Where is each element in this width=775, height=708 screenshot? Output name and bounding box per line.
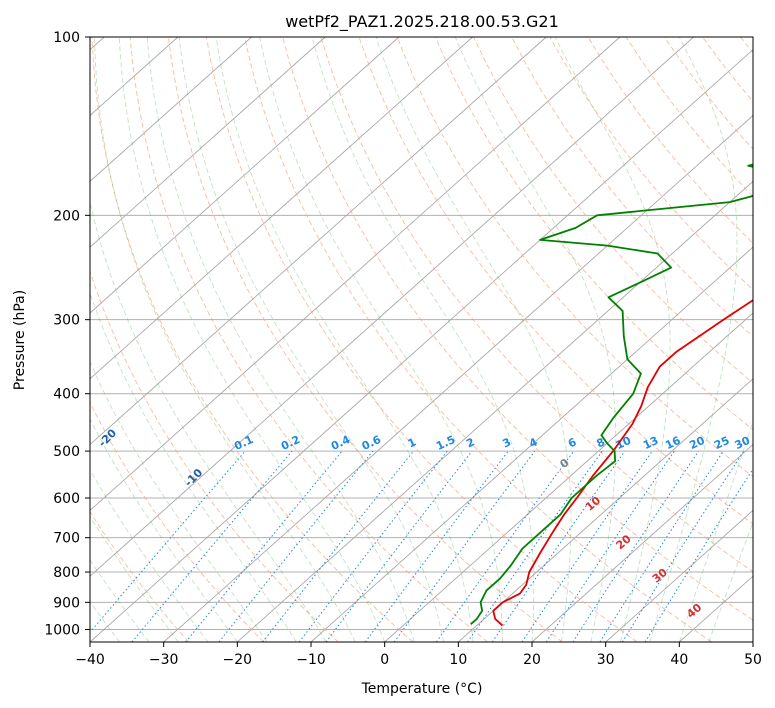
mixing-ratio-line bbox=[218, 450, 374, 642]
mixing-ratio-label: 10 bbox=[614, 434, 634, 452]
isotherm-line bbox=[90, 37, 326, 248]
plot-frame bbox=[89, 36, 754, 643]
isotherm-line bbox=[163, 114, 753, 642]
x-tick-label: 30 bbox=[597, 652, 615, 668]
x-axis-label: Temperature (°C) bbox=[361, 681, 483, 697]
moist-adiabat-line bbox=[375, 37, 572, 642]
mixing-ratio-line bbox=[545, 450, 675, 642]
moist-adiabat-line bbox=[90, 468, 209, 642]
moist-adiabat-line bbox=[454, 37, 617, 642]
mixing-ratio-line bbox=[364, 450, 509, 642]
dry-adiabat-line bbox=[434, 37, 753, 431]
moist-adiabat-line bbox=[90, 200, 327, 642]
mixing-ratio-line bbox=[131, 450, 293, 642]
moist-adiabat-line bbox=[708, 521, 753, 642]
y-tick-label: 600 bbox=[53, 491, 80, 507]
moist-adiabat-line bbox=[215, 37, 474, 642]
moist-adiabat-line bbox=[259, 37, 503, 642]
moist-adiabat-line bbox=[90, 417, 238, 642]
moist-adiabat-line bbox=[118, 37, 386, 642]
x-tick-label: 20 bbox=[523, 652, 541, 668]
x-tick-label: 50 bbox=[744, 652, 762, 668]
dry-adiabat-line bbox=[90, 401, 264, 642]
isotherm-line bbox=[90, 37, 400, 314]
dewpoint-line bbox=[470, 163, 753, 625]
dry-adiabat-line bbox=[205, 37, 638, 642]
mixing-ratio-label: 16 bbox=[663, 434, 683, 452]
isotherm-line bbox=[237, 180, 753, 642]
y-axis-label: Pressure (hPa) bbox=[12, 290, 28, 390]
moist-adiabat-line bbox=[678, 419, 753, 642]
y-tick-label: 900 bbox=[53, 595, 80, 611]
x-tick-label: −20 bbox=[223, 652, 253, 668]
mixing-ratio-line bbox=[435, 450, 575, 642]
moist-adiabat-line bbox=[90, 515, 179, 642]
y-tick-label: 500 bbox=[53, 444, 80, 460]
moist-adiabat-line bbox=[178, 37, 445, 642]
mixing-ratio-label: 30 bbox=[733, 434, 753, 452]
isotherm-line bbox=[90, 37, 473, 380]
moist-adiabat-line bbox=[311, 37, 535, 642]
mixing-ratio-line bbox=[325, 450, 473, 642]
mixing-ratio-label: 25 bbox=[712, 434, 731, 452]
x-tick-label: 0 bbox=[380, 652, 389, 668]
chart-title: wetPf2_PAZ1.2025.218.00.53.G21 bbox=[285, 12, 559, 32]
isotherm-line bbox=[90, 37, 694, 577]
dry-adiabat-line bbox=[396, 37, 753, 478]
y-tick-label: 300 bbox=[53, 313, 80, 329]
temperature-line bbox=[492, 299, 753, 627]
x-axis: −40 −30 −20 −10 0 10 20 30 40 50 bbox=[75, 642, 762, 668]
moist-adiabat-line bbox=[90, 360, 268, 642]
isotherm-line bbox=[384, 312, 753, 642]
moist-adiabat-line bbox=[649, 37, 738, 642]
x-tick-label: −10 bbox=[296, 652, 326, 668]
mixing-ratio-line bbox=[491, 450, 626, 642]
moist-adiabat-line bbox=[90, 292, 297, 642]
y-axis: 100 200 300 400 500 600 700 800 900 1000 bbox=[44, 30, 90, 638]
dry-adiabat-line bbox=[282, 37, 753, 621]
isotherm-line bbox=[605, 509, 753, 642]
mixing-ratio-label: 20 bbox=[687, 434, 707, 452]
isotherm-grid bbox=[90, 37, 753, 642]
dry-adiabat-line bbox=[244, 37, 712, 642]
mixing-ratio-line bbox=[393, 450, 536, 642]
isotherm-line bbox=[90, 37, 547, 446]
x-tick-label: −30 bbox=[149, 652, 179, 668]
mixing-ratio-lines bbox=[90, 450, 753, 642]
moist-adiabat-line bbox=[554, 37, 671, 642]
isotherm-line bbox=[531, 443, 753, 642]
mixing-ratio-line bbox=[572, 450, 700, 642]
isotherm-line bbox=[90, 37, 621, 512]
dry-adiabat-line bbox=[129, 37, 488, 642]
y-tick-label: 200 bbox=[53, 208, 80, 224]
mixing-ratio-line bbox=[599, 450, 724, 642]
mixing-ratio-line bbox=[467, 450, 603, 642]
dry-adiabat-line bbox=[320, 37, 753, 573]
dry-adiabat-line bbox=[549, 37, 753, 291]
mixing-ratio-line bbox=[185, 450, 343, 642]
moist-adiabat-line bbox=[94, 37, 356, 642]
plot-area: 0.10.20.40.611.52346810131620253036-100-… bbox=[90, 37, 753, 642]
mixing-ratio-line bbox=[521, 450, 653, 642]
mixing-ratio-label: 13 bbox=[641, 434, 660, 452]
y-tick-label: 1000 bbox=[44, 622, 80, 638]
dry-adiabat-line bbox=[167, 37, 563, 642]
moist-adiabats bbox=[90, 37, 753, 642]
y-tick-label: 800 bbox=[53, 565, 80, 581]
sounding-series bbox=[470, 163, 753, 627]
x-tick-label: 10 bbox=[449, 652, 467, 668]
x-tick-label: −40 bbox=[75, 652, 105, 668]
y-tick-label: 400 bbox=[53, 387, 80, 403]
x-tick-label: 40 bbox=[670, 652, 688, 668]
isotherm-line bbox=[90, 49, 753, 642]
isotherm-line bbox=[90, 37, 252, 182]
moist-adiabat-line bbox=[146, 37, 415, 642]
isotherm-line bbox=[458, 378, 753, 642]
y-tick-label: 700 bbox=[53, 531, 80, 547]
y-tick-label: 100 bbox=[53, 30, 80, 46]
moist-adiabat-line bbox=[90, 559, 150, 642]
